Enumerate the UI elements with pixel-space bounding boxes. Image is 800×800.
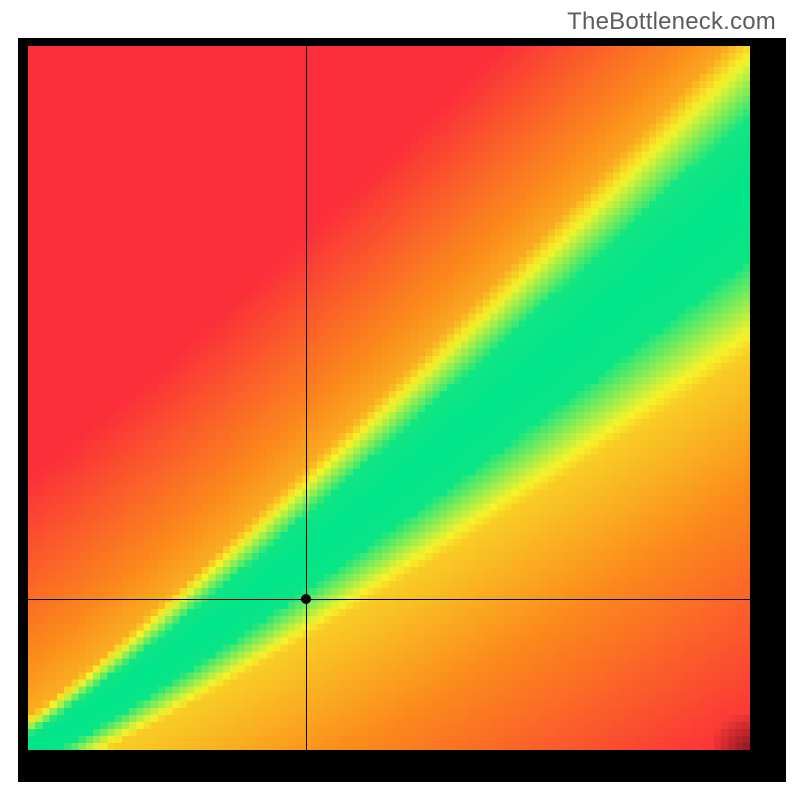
- heatmap-canvas: [28, 46, 750, 750]
- plot-area: [28, 46, 750, 750]
- crosshair-vertical: [306, 46, 307, 750]
- data-point-marker: [301, 594, 311, 604]
- plot-frame: [18, 38, 786, 782]
- crosshair-horizontal: [28, 599, 750, 600]
- watermark-text: TheBottleneck.com: [567, 8, 776, 36]
